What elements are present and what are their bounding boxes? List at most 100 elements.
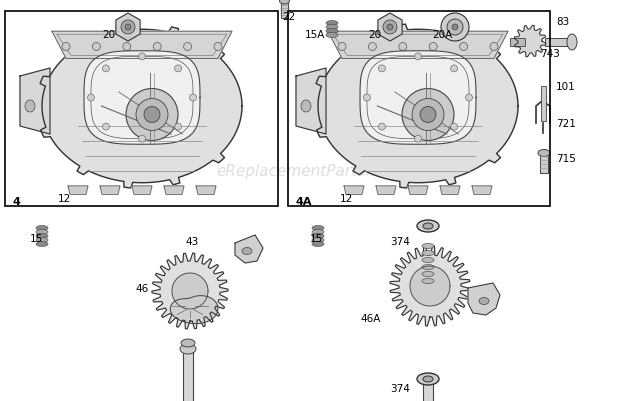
Polygon shape — [152, 253, 228, 329]
Text: 46A: 46A — [360, 313, 381, 323]
Ellipse shape — [25, 101, 35, 113]
Circle shape — [459, 43, 467, 51]
Ellipse shape — [326, 21, 338, 26]
Text: 101: 101 — [556, 82, 576, 92]
Polygon shape — [328, 32, 508, 59]
Ellipse shape — [422, 251, 434, 256]
Circle shape — [368, 43, 376, 51]
Circle shape — [363, 95, 371, 102]
Text: 15A: 15A — [305, 30, 326, 40]
Circle shape — [447, 20, 463, 36]
Polygon shape — [116, 14, 140, 42]
Ellipse shape — [326, 25, 338, 30]
Polygon shape — [20, 69, 50, 135]
Circle shape — [102, 66, 109, 73]
Ellipse shape — [280, 0, 290, 5]
Ellipse shape — [312, 234, 324, 239]
Text: 43: 43 — [185, 237, 198, 246]
Text: 46: 46 — [135, 283, 148, 293]
Circle shape — [452, 25, 458, 31]
Bar — [423, 373, 433, 401]
Text: 20: 20 — [368, 30, 381, 40]
Ellipse shape — [326, 29, 338, 34]
Ellipse shape — [36, 242, 48, 247]
Ellipse shape — [417, 221, 439, 233]
Bar — [545, 39, 570, 47]
Polygon shape — [132, 186, 152, 195]
Ellipse shape — [423, 376, 433, 382]
Bar — [540, 154, 548, 174]
Circle shape — [92, 43, 100, 51]
Ellipse shape — [422, 244, 434, 249]
Circle shape — [126, 89, 178, 141]
Ellipse shape — [312, 238, 324, 243]
Circle shape — [123, 43, 131, 51]
Text: 743: 743 — [540, 49, 560, 59]
Polygon shape — [378, 14, 402, 42]
Circle shape — [490, 43, 498, 51]
Circle shape — [383, 21, 397, 35]
Circle shape — [144, 107, 160, 123]
Polygon shape — [170, 296, 218, 324]
Ellipse shape — [36, 230, 48, 235]
Text: 374: 374 — [390, 237, 410, 246]
Circle shape — [62, 43, 70, 51]
Ellipse shape — [242, 248, 252, 255]
Ellipse shape — [417, 373, 439, 385]
Text: 15: 15 — [30, 233, 43, 243]
Bar — [288, 12, 550, 207]
Ellipse shape — [422, 265, 434, 270]
Ellipse shape — [180, 344, 196, 354]
Polygon shape — [344, 186, 364, 195]
Ellipse shape — [422, 258, 434, 263]
Polygon shape — [84, 52, 200, 145]
Ellipse shape — [479, 298, 489, 305]
Text: eReplacementParts.com: eReplacementParts.com — [216, 164, 404, 179]
Circle shape — [121, 21, 135, 35]
Polygon shape — [360, 52, 476, 145]
Circle shape — [175, 124, 182, 131]
Text: 4A: 4A — [296, 196, 312, 207]
Circle shape — [415, 136, 422, 143]
Bar — [5, 12, 278, 207]
Bar — [183, 349, 193, 401]
Text: 12: 12 — [58, 194, 71, 203]
Polygon shape — [408, 186, 428, 195]
Circle shape — [451, 66, 458, 73]
Polygon shape — [235, 235, 263, 263]
Circle shape — [378, 124, 386, 131]
Circle shape — [466, 95, 472, 102]
Bar — [510, 39, 525, 47]
Circle shape — [136, 99, 168, 131]
Polygon shape — [410, 266, 450, 306]
Polygon shape — [196, 186, 216, 195]
Circle shape — [153, 43, 161, 51]
Circle shape — [441, 14, 469, 42]
Circle shape — [175, 66, 182, 73]
Polygon shape — [316, 25, 518, 188]
Ellipse shape — [181, 339, 195, 347]
Ellipse shape — [36, 226, 48, 231]
Circle shape — [138, 136, 146, 143]
Text: 15: 15 — [310, 233, 323, 243]
Circle shape — [415, 54, 422, 61]
Circle shape — [138, 54, 146, 61]
Ellipse shape — [326, 33, 338, 38]
Polygon shape — [164, 186, 184, 195]
Text: 20A: 20A — [432, 30, 452, 40]
Polygon shape — [52, 32, 232, 59]
Circle shape — [420, 107, 436, 123]
Circle shape — [102, 124, 109, 131]
Ellipse shape — [36, 234, 48, 239]
Polygon shape — [40, 25, 242, 188]
Bar — [281, 4, 288, 19]
Text: 20: 20 — [102, 30, 115, 40]
Circle shape — [125, 25, 131, 31]
Circle shape — [399, 43, 407, 51]
Ellipse shape — [312, 230, 324, 235]
Circle shape — [412, 99, 444, 131]
Ellipse shape — [36, 238, 48, 243]
Polygon shape — [296, 69, 326, 135]
Text: 374: 374 — [390, 383, 410, 393]
Circle shape — [429, 43, 437, 51]
